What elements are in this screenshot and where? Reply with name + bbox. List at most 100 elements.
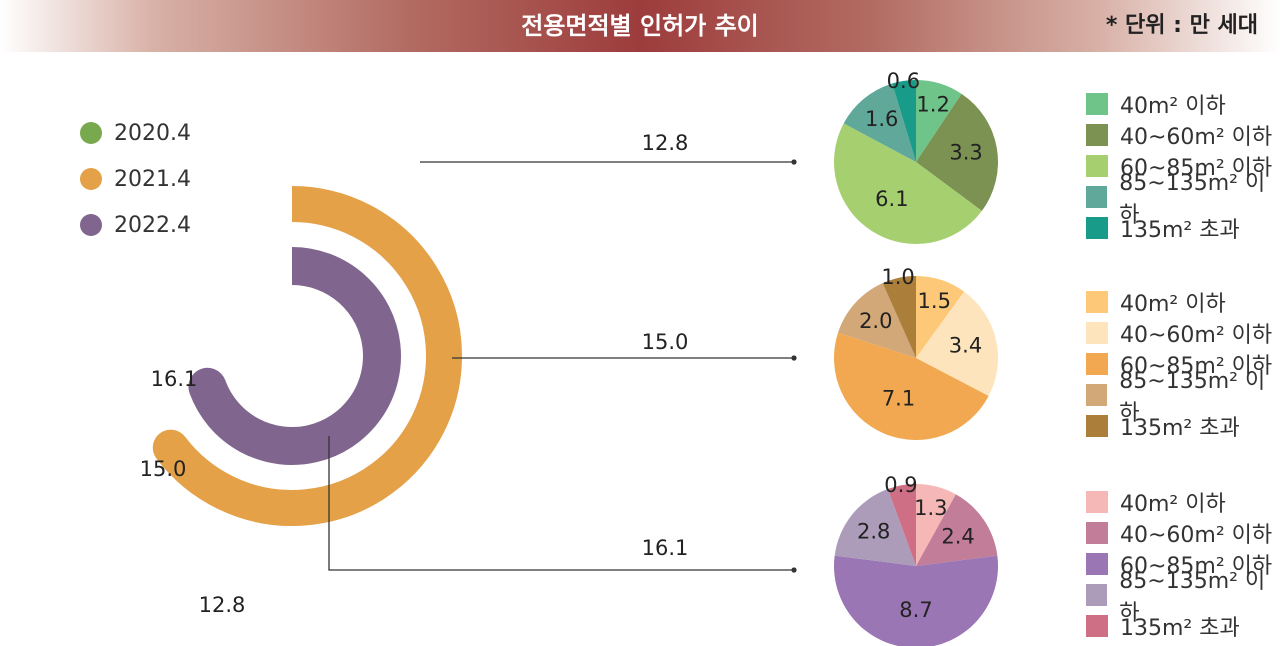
pie-value-label: 2.0 bbox=[859, 309, 892, 333]
pie-legend-item: 135m² 초과 bbox=[1086, 610, 1280, 641]
pie-legend-label: 60~85m² 이하 bbox=[1120, 353, 1273, 379]
pie-legend-label: 40m² 이하 bbox=[1120, 93, 1226, 119]
legend-item-2020: 2020.4 bbox=[80, 110, 191, 156]
legend-swatch bbox=[1086, 414, 1108, 437]
pie-slice-2021.4 bbox=[916, 276, 965, 358]
radial-bar-2021.4 bbox=[156, 186, 462, 526]
legend-label-2021: 2021.4 bbox=[114, 166, 191, 192]
legend-swatch bbox=[1086, 552, 1108, 575]
legend-swatch bbox=[1086, 154, 1108, 177]
pie-value-label: 1.6 bbox=[865, 107, 898, 131]
radial-label-2020: 12.8 bbox=[199, 593, 246, 617]
pie-legend-label: 40m² 이하 bbox=[1120, 491, 1226, 517]
pie-slice-2021.4 bbox=[916, 291, 998, 396]
legend-swatch bbox=[1086, 185, 1108, 208]
year-legend: 2020.4 2021.4 2022.4 bbox=[80, 110, 191, 248]
legend-swatch bbox=[1086, 92, 1108, 115]
chart-title: 전용면적별 인허가 추이 bbox=[521, 12, 759, 40]
pie-slice-2022.4 bbox=[834, 489, 916, 566]
legend-swatch bbox=[1086, 614, 1108, 637]
legend-swatch bbox=[1086, 290, 1108, 313]
pie-legend-label: 85~135m² 이하 bbox=[1119, 170, 1266, 228]
pie-slice-2020.4 bbox=[892, 80, 916, 162]
pie-legend-item: 135m² 초과 bbox=[1086, 212, 1280, 243]
connector-dot bbox=[791, 355, 797, 361]
pie-legend-label: 40m² 이하 bbox=[1120, 291, 1226, 317]
pie-legend-item: 40m² 이하 bbox=[1086, 486, 1280, 517]
pie-legend-label: 85~135m² 이하 bbox=[1119, 368, 1266, 426]
pie-legend-item: 40~60m² 이하 bbox=[1086, 517, 1280, 548]
title-banner bbox=[0, 0, 1280, 52]
pie-value-label: 1.2 bbox=[916, 93, 949, 117]
pie-slice-2022.4 bbox=[834, 555, 998, 646]
pie-slice-2021.4 bbox=[838, 283, 916, 358]
pie-legend-label: 60~85m² 이하 bbox=[1120, 155, 1273, 181]
pie-value-label: 0.9 bbox=[884, 473, 917, 497]
pie-value-label: 1.3 bbox=[914, 496, 947, 520]
pie-legend-item: 135m² 초과 bbox=[1086, 410, 1280, 441]
connector-label: 16.1 bbox=[642, 536, 689, 560]
pie-value-label: 3.3 bbox=[949, 140, 982, 164]
legend-swatch bbox=[1086, 321, 1108, 344]
pie-legend-label: 40~60m² 이하 bbox=[1120, 322, 1273, 348]
pie-legend-label: 85~135m² 이하 bbox=[1119, 568, 1266, 626]
pie-value-label: 7.1 bbox=[882, 387, 915, 411]
pie-value-label: 1.5 bbox=[918, 289, 951, 313]
pie-value-label: 1.0 bbox=[881, 265, 914, 289]
pie-legend-item: 60~85m² 이하 bbox=[1086, 548, 1280, 579]
legend-swatch bbox=[1086, 521, 1108, 544]
legend-swatch bbox=[1086, 383, 1108, 406]
pie-legend-item: 60~85m² 이하 bbox=[1086, 348, 1280, 379]
pie-legend-label: 135m² 초과 bbox=[1120, 615, 1240, 641]
radial-bar-2022.4 bbox=[189, 247, 401, 465]
pie-legend-label: 60~85m² 이하 bbox=[1120, 553, 1273, 579]
radial-label-2021: 15.0 bbox=[140, 457, 187, 481]
radial-bar-cap-2022.4 bbox=[188, 367, 227, 406]
legend-swatch bbox=[1086, 352, 1108, 375]
legend-dot-2022 bbox=[80, 214, 102, 236]
pie-legend-item: 85~135m² 이하 bbox=[1086, 569, 1280, 626]
legend-swatch bbox=[1086, 490, 1108, 513]
pie-legend-2020: 40m² 이하 40~60m² 이하 60~85m² 이하 85~135m² 이… bbox=[1086, 88, 1280, 243]
legend-label-2022: 2022.4 bbox=[114, 212, 191, 238]
legend-label-2020: 2020.4 bbox=[114, 120, 191, 146]
pie-slice-2020.4 bbox=[916, 80, 962, 162]
pie-legend-item: 85~135m² 이하 bbox=[1086, 171, 1280, 228]
pie-legend-item: 60~85m² 이하 bbox=[1086, 150, 1280, 181]
connector-dot bbox=[791, 567, 797, 573]
pie-legend-label: 135m² 초과 bbox=[1120, 415, 1240, 441]
connector-label: 12.8 bbox=[642, 131, 689, 155]
pie-legend-item: 40~60m² 이하 bbox=[1086, 119, 1280, 150]
pie-legend-label: 40~60m² 이하 bbox=[1120, 522, 1273, 548]
pie-value-label: 0.6 bbox=[887, 69, 920, 93]
pie-value-label: 2.8 bbox=[857, 519, 890, 543]
pie-slice-2020.4 bbox=[916, 93, 998, 211]
pie-legend-2021: 40m² 이하 40~60m² 이하 60~85m² 이하 85~135m² 이… bbox=[1086, 286, 1280, 441]
radial-label-2022: 16.1 bbox=[151, 367, 198, 391]
pie-legend-label: 135m² 초과 bbox=[1120, 217, 1240, 243]
pie-legend-item: 85~135m² 이하 bbox=[1086, 369, 1280, 426]
connector-line bbox=[328, 436, 794, 571]
pie-slice-2022.4 bbox=[916, 494, 998, 566]
unit-label: * 단위 : 만 세대 bbox=[1105, 13, 1258, 38]
connector-label: 15.0 bbox=[642, 330, 689, 354]
pie-slice-2020.4 bbox=[843, 83, 916, 162]
pie-slice-2022.4 bbox=[887, 484, 916, 566]
legend-swatch bbox=[1086, 583, 1108, 606]
legend-item-2022: 2022.4 bbox=[80, 202, 191, 248]
pie-legend-item: 40m² 이하 bbox=[1086, 286, 1280, 317]
pie-value-label: 3.4 bbox=[949, 333, 982, 357]
connector-dot bbox=[791, 159, 797, 165]
pie-slice-2021.4 bbox=[834, 332, 989, 441]
pie-value-label: 6.1 bbox=[875, 187, 908, 211]
pie-value-label: 2.4 bbox=[941, 524, 974, 548]
pie-legend-2022: 40m² 이하 40~60m² 이하 60~85m² 이하 85~135m² 이… bbox=[1086, 486, 1280, 641]
pie-legend-item: 40~60m² 이하 bbox=[1086, 317, 1280, 348]
pie-slice-2022.4 bbox=[916, 484, 956, 566]
legend-swatch bbox=[1086, 123, 1108, 146]
legend-swatch bbox=[1086, 216, 1108, 239]
pie-value-label: 8.7 bbox=[899, 598, 932, 622]
legend-dot-2021 bbox=[80, 168, 102, 190]
pie-legend-item: 40m² 이하 bbox=[1086, 88, 1280, 119]
